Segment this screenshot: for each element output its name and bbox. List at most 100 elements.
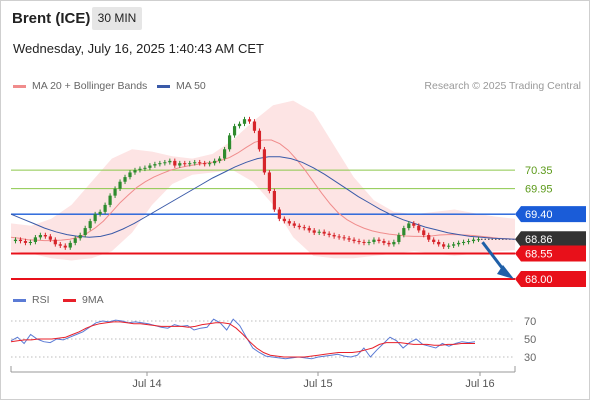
candle-body — [402, 228, 406, 236]
candle-body — [113, 188, 117, 196]
candle-body — [287, 221, 291, 224]
candle-body — [452, 244, 456, 246]
level-label-68-00: 68.00 — [525, 274, 553, 286]
candle-body — [88, 221, 92, 229]
candle-body — [153, 164, 157, 166]
x-tick-label: Jul 16 — [465, 378, 494, 390]
candle-body — [13, 239, 18, 242]
level-tag-68-00 — [515, 271, 586, 288]
legend-ma9-label: 9MA — [82, 294, 104, 306]
candle-body — [173, 160, 177, 166]
legend-ma20-label: MA 20 + Bollinger Bands — [32, 80, 148, 92]
candle-body — [237, 123, 242, 127]
candle-body — [272, 191, 276, 210]
candle-body — [123, 177, 127, 182]
candle-body — [73, 238, 77, 243]
candle-body — [252, 121, 257, 131]
timeframe-badge[interactable]: 30 MIN — [92, 7, 142, 30]
candle-body — [466, 241, 471, 243]
candle-body — [397, 235, 401, 242]
rsi-tick-label: 30 — [524, 352, 536, 364]
candle-body — [242, 119, 247, 124]
x-tick-label: Jul 14 — [132, 378, 161, 390]
candle-body — [38, 235, 42, 238]
candle-body — [143, 167, 147, 169]
level-tag-69-40 — [515, 206, 586, 223]
level-label-68-55: 68.55 — [525, 249, 553, 261]
candle-body — [387, 242, 391, 245]
ma20-swatch — [13, 84, 26, 88]
candle-body — [262, 149, 267, 173]
candle-body — [307, 228, 311, 231]
candle-body — [103, 204, 107, 212]
level-label-68-86: 68.86 — [525, 234, 553, 246]
candle-body — [372, 239, 376, 242]
instrument-title: Brent (ICE) — [12, 10, 91, 27]
candle-body — [222, 149, 227, 159]
candle-body — [476, 239, 481, 241]
candle-body — [163, 162, 167, 164]
rsi-tick-label: 70 — [524, 316, 536, 328]
candle-body — [352, 239, 356, 242]
candle-body — [168, 160, 172, 163]
credit: Research © 2025 Trading Central — [424, 80, 581, 92]
candle-body — [28, 241, 33, 243]
candle-body — [93, 214, 97, 222]
candle-body — [322, 231, 326, 234]
candle-body — [412, 223, 416, 226]
candle-body — [337, 236, 341, 238]
candle-body — [198, 162, 202, 164]
candle-body — [118, 181, 122, 189]
level-tag-68-86 — [515, 231, 586, 248]
candle-body — [53, 239, 57, 245]
legend-ma9: 9MA — [63, 294, 104, 306]
candle-body — [422, 230, 426, 236]
candle-body — [347, 238, 351, 240]
candle-body — [382, 241, 386, 243]
candle-body — [58, 244, 62, 246]
candle-body — [327, 233, 331, 236]
candle-body — [362, 241, 366, 243]
candle-body — [63, 245, 67, 248]
candle-body — [427, 235, 431, 240]
candle-body — [461, 241, 466, 243]
candle-body — [456, 242, 461, 245]
rsi-tick-label: 50 — [524, 334, 536, 346]
candle-body — [218, 158, 222, 161]
candle-body — [138, 168, 142, 171]
candle-body — [437, 241, 441, 245]
candle-body — [128, 172, 132, 178]
forecast-arrow-head — [497, 265, 514, 280]
candle-body — [302, 227, 306, 229]
candle-body — [447, 245, 451, 247]
candle-body — [407, 223, 411, 229]
ma9-swatch — [63, 298, 76, 302]
candle-body — [257, 130, 262, 150]
x-tick-label: Jul 15 — [303, 378, 332, 390]
candle-body — [23, 241, 28, 243]
candle-body — [377, 239, 381, 242]
rsi-swatch — [13, 298, 26, 302]
legend-rsi: RSI — [13, 294, 50, 306]
legend-rsi-label: RSI — [32, 294, 50, 306]
legend-ma50-label: MA 50 — [176, 80, 206, 92]
candle-body — [247, 119, 252, 122]
legend-ma20: MA 20 + Bollinger Bands — [13, 80, 147, 92]
candle-body — [178, 163, 182, 166]
candle-body — [297, 225, 301, 228]
candle-body — [193, 162, 197, 164]
rsi-ma9-line — [10, 321, 475, 358]
bollinger-band — [11, 100, 515, 261]
timestamp: Wednesday, July 16, 2025 1:40:43 AM CET — [13, 41, 264, 56]
candle-body — [267, 172, 272, 191]
candle-body — [442, 244, 446, 247]
candle-body — [471, 239, 476, 242]
candle-body — [342, 237, 346, 239]
candle-body — [282, 218, 286, 222]
candle-body — [417, 225, 421, 231]
candle-body — [367, 241, 371, 243]
candle-body — [108, 195, 112, 205]
level-tag-68-55 — [515, 245, 586, 262]
level-label-70-35: 70.35 — [525, 165, 553, 177]
